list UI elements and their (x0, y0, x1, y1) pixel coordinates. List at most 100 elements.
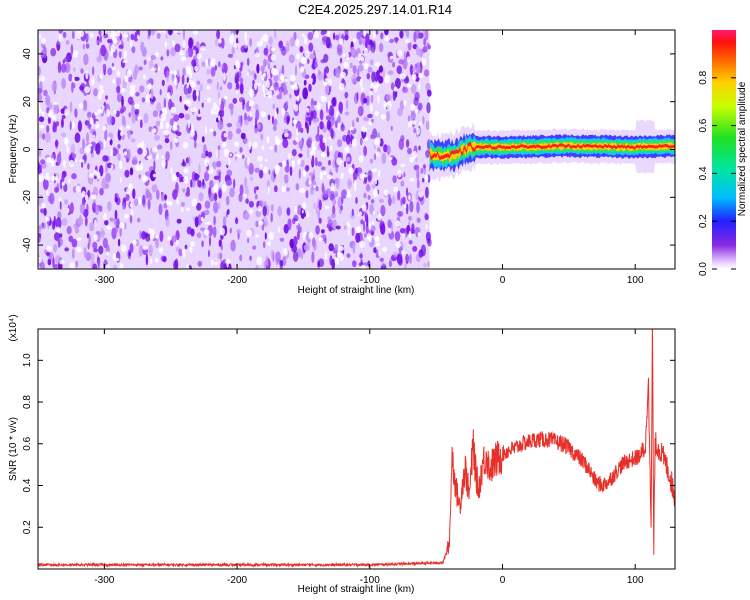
noise-gap (81, 190, 86, 198)
noise-speckle (163, 97, 166, 110)
noise-speckle (143, 59, 147, 66)
noise-speckle (370, 94, 374, 104)
noise-gap (215, 149, 219, 159)
noise-speckle (407, 147, 412, 155)
noise-speckle (232, 97, 238, 104)
noise-speckle (236, 120, 242, 130)
heatmap-signal-band (429, 119, 675, 182)
noise-gap (301, 33, 305, 38)
noise-gap (407, 83, 412, 88)
noise-speckle (99, 187, 104, 196)
noise-gap (220, 227, 225, 236)
noise-speckle (213, 215, 216, 226)
noise-gap (191, 198, 198, 207)
noise-gap (88, 173, 95, 179)
noise-gap (161, 30, 166, 33)
noise-speckle (279, 90, 283, 99)
noise-speckle (47, 195, 53, 203)
noise-gap (207, 170, 213, 174)
noise-gap (295, 137, 299, 143)
noise-speckle (298, 168, 301, 179)
noise-gap (318, 237, 324, 241)
noise-gap (143, 74, 146, 80)
noise-speckle (335, 34, 339, 41)
noise-speckle (188, 37, 193, 49)
noise-speckle (154, 134, 161, 141)
noise-speckle (384, 30, 389, 36)
noise-speckle (254, 167, 260, 173)
noise-gap (363, 48, 368, 56)
noise-gap (340, 172, 344, 180)
noise-gap (188, 120, 190, 129)
noise-speckle (402, 86, 408, 94)
noise-gap (308, 179, 312, 186)
noise-speckle (358, 38, 363, 45)
noise-gap (186, 264, 190, 269)
noise-speckle (132, 156, 138, 165)
noise-speckle (218, 189, 222, 199)
noise-speckle (218, 61, 221, 68)
noise-speckle (246, 57, 250, 66)
noise-gap (275, 137, 281, 146)
noise-speckle (267, 114, 271, 121)
noise-gap (92, 134, 96, 138)
noise-gap (110, 164, 114, 170)
noise-gap (300, 66, 304, 73)
noise-speckle (263, 58, 267, 68)
noise-speckle (38, 93, 43, 102)
noise-speckle (214, 38, 219, 47)
noise-speckle (328, 105, 335, 117)
noise-speckle (363, 192, 367, 199)
noise-speckle (166, 49, 170, 57)
noise-speckle (157, 144, 163, 150)
noise-speckle (289, 166, 293, 177)
noise-speckle (387, 219, 392, 229)
noise-speckle (421, 177, 425, 183)
noise-speckle (134, 200, 137, 206)
noise-speckle (127, 96, 134, 105)
noise-speckle (284, 174, 289, 184)
noise-speckle (56, 153, 62, 165)
noise-speckle (79, 203, 85, 215)
noise-speckle (277, 205, 282, 217)
noise-speckle (344, 34, 349, 41)
noise-speckle (74, 226, 80, 234)
noise-speckle (198, 192, 204, 202)
noise-gap (185, 99, 192, 107)
noise-gap (181, 206, 184, 213)
noise-speckle (160, 56, 164, 61)
noise-gap (271, 47, 276, 51)
noise-gap (46, 156, 52, 163)
noise-gap (111, 30, 115, 36)
noise-gap (403, 99, 407, 107)
noise-speckle (248, 162, 254, 175)
noise-gap (388, 227, 392, 234)
noise-speckle (408, 215, 412, 221)
noise-speckle (242, 101, 245, 111)
noise-gap (343, 61, 349, 70)
noise-speckle (221, 109, 225, 117)
noise-speckle (360, 137, 363, 146)
noise-speckle (413, 97, 419, 106)
noise-gap (170, 106, 177, 114)
noise-speckle (357, 68, 360, 77)
noise-speckle (425, 186, 429, 199)
noise-speckle (341, 189, 348, 199)
noise-speckle (302, 87, 309, 100)
noise-gap (375, 242, 381, 247)
noise-speckle (212, 226, 217, 238)
noise-speckle (236, 128, 242, 134)
noise-gap (203, 229, 210, 236)
noise-speckle (185, 50, 189, 58)
noise-gap (94, 112, 98, 116)
noise-speckle (269, 45, 272, 57)
noise-gap (154, 234, 159, 239)
noise-gap (40, 75, 46, 82)
noise-speckle (87, 189, 91, 198)
noise-speckle (351, 74, 357, 84)
noise-speckle (313, 100, 318, 106)
noise-gap (136, 34, 140, 39)
noise-speckle (379, 198, 384, 203)
noise-speckle (346, 156, 351, 162)
